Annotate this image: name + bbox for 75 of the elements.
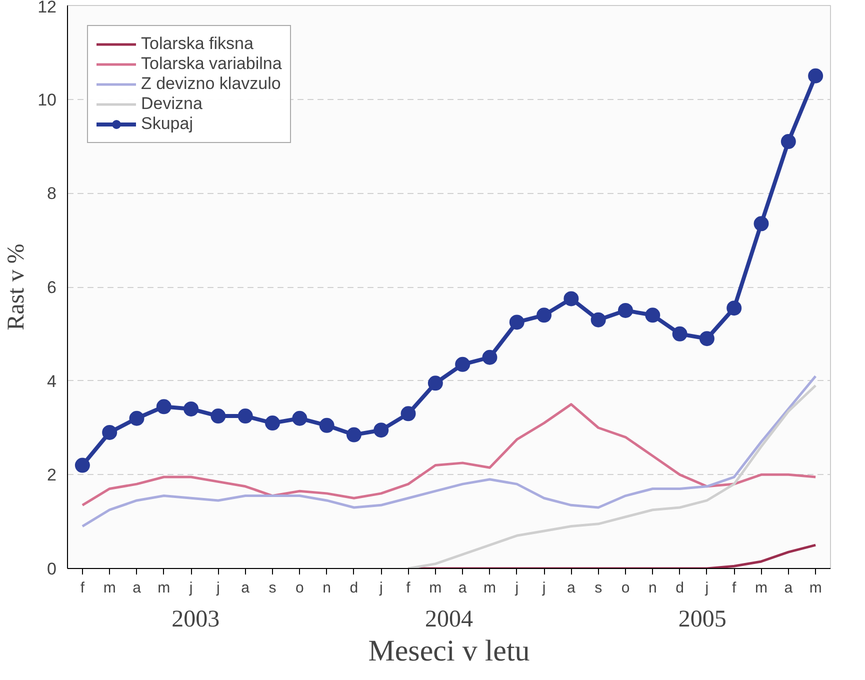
text: 2003: [172, 606, 220, 632]
point: [754, 216, 769, 232]
y-tick-label: 6: [47, 278, 57, 297]
point: [509, 314, 524, 330]
point: [129, 410, 144, 426]
point: [780, 134, 796, 150]
x-tick-label: m: [755, 580, 768, 596]
y-tick-label: 8: [47, 184, 57, 204]
y-tick-label: 2: [47, 466, 57, 485]
point: [400, 406, 416, 422]
x-tick-label: d: [350, 580, 358, 596]
x-tick-label: d: [676, 580, 684, 596]
x-tick-label: a: [132, 580, 142, 596]
y-axis-title: Rast v %: [4, 244, 30, 330]
x-tick-label: m: [429, 580, 442, 596]
x-tick-label: o: [295, 580, 304, 596]
point: [428, 376, 443, 391]
point: [726, 300, 742, 316]
point: [590, 312, 606, 328]
x-tick-label: s: [268, 580, 276, 596]
point: [699, 331, 714, 346]
point: [319, 418, 334, 433]
legend-label: Tolarska variabilna: [141, 54, 282, 74]
point: [672, 326, 688, 342]
x-tick-label: j: [188, 580, 193, 596]
x-axis-title: Meseci v letu: [368, 634, 530, 668]
point: [102, 424, 118, 440]
x-tick-label: s: [594, 580, 602, 596]
point: [156, 399, 172, 414]
point: [210, 408, 226, 424]
x-tick-label: j: [216, 580, 220, 596]
y-tick-label: 4: [47, 372, 57, 391]
x-tick-label: a: [458, 580, 468, 596]
x-tick-label: a: [567, 580, 576, 596]
point: [536, 308, 552, 323]
line-series: [81, 374, 817, 528]
line-series: [81, 403, 817, 506]
legend-label: Tolarska fiksna: [141, 34, 254, 54]
x-tick-label: o: [621, 580, 630, 596]
x-tick-label: j: [378, 580, 383, 596]
x-tick-label: m: [103, 580, 116, 596]
point: [292, 410, 308, 426]
point: [808, 68, 824, 84]
x-tick-label: n: [322, 580, 331, 596]
point: [564, 291, 579, 306]
y-tick-label: 0: [47, 560, 57, 578]
point: [238, 408, 253, 424]
point: [265, 416, 280, 431]
x-tick-label: f: [80, 580, 86, 596]
x-tick-label: a: [241, 580, 250, 596]
x-tick-label: f: [406, 580, 412, 596]
point: [618, 302, 633, 318]
point: [74, 458, 90, 473]
legend-label: Devizna: [141, 94, 202, 114]
point: [482, 350, 498, 365]
x-tick-label: m: [809, 580, 822, 596]
legend-label: Skupaj: [141, 114, 193, 134]
x-tick-label: j: [514, 580, 519, 596]
x-tick-label: f: [732, 580, 738, 596]
y-tick-label: 12: [38, 0, 57, 16]
text: 2005: [678, 606, 726, 632]
x-tick-label: j: [704, 580, 709, 596]
x-tick-label: a: [784, 580, 794, 596]
point: [346, 427, 362, 442]
x-tick-label: j: [541, 580, 546, 596]
text: 2004: [425, 606, 473, 632]
x-tick-label: n: [648, 580, 657, 596]
y-tick-label: 10: [38, 90, 57, 110]
x-tick-label: m: [483, 580, 496, 596]
legend-label: Z devizno klavzulo: [141, 74, 281, 94]
point: [374, 422, 389, 438]
point: [455, 356, 470, 372]
x-tick-label: m: [158, 580, 170, 596]
point: [184, 401, 199, 416]
point: [645, 308, 660, 323]
